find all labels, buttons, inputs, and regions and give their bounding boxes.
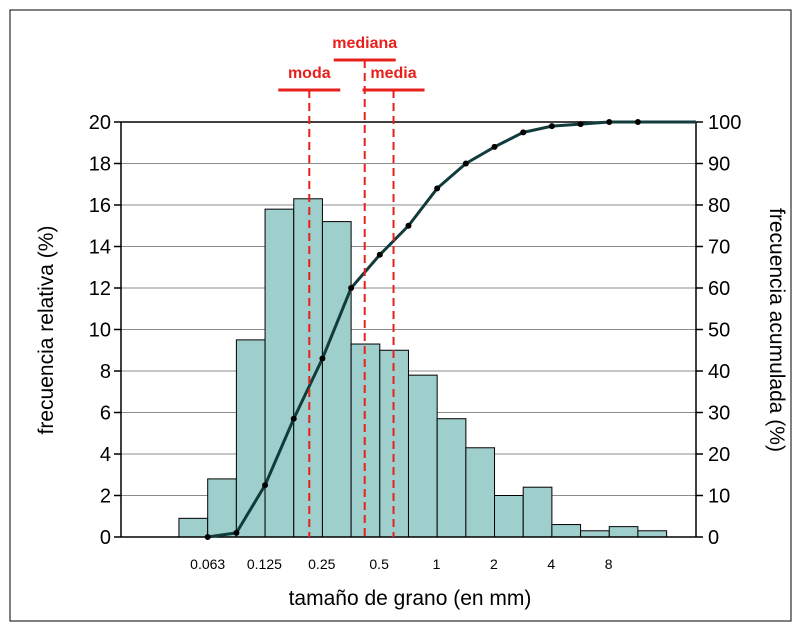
- tick-labels: 0246810121416182001020304050607080901000…: [89, 112, 742, 572]
- cumulative-point: [319, 355, 326, 362]
- histogram-bar: [436, 418, 467, 538]
- histogram-bar: [522, 486, 553, 538]
- y2-tick-label: 80: [708, 195, 730, 217]
- y2-tick-label: 100: [708, 112, 741, 134]
- histogram-bar: [637, 530, 668, 538]
- y-tick-label: 20: [89, 112, 111, 134]
- y-tick-label: 4: [100, 444, 111, 466]
- histogram-bar: [407, 374, 438, 538]
- x-tick-label: 0.125: [247, 556, 282, 572]
- y-tick-label: 16: [89, 195, 111, 217]
- grid-lines: [121, 163, 696, 496]
- y2-tick-label: 10: [708, 486, 730, 508]
- y2-tick-label: 0: [708, 527, 719, 549]
- y-tick-label: 6: [100, 403, 111, 425]
- mediana-label: mediana: [332, 35, 397, 52]
- x-axis-label: tamaño de grano (en mm): [289, 587, 532, 610]
- moda-label: moda: [288, 65, 331, 82]
- histogram-bar: [608, 526, 639, 538]
- cumulative-point: [462, 160, 469, 167]
- x-tick-label: 0.063: [190, 556, 225, 572]
- x-tick-label: 4: [547, 556, 555, 572]
- cumulative-point: [233, 529, 240, 536]
- cumulative-point: [606, 119, 613, 125]
- y-tick-label: 0: [100, 527, 111, 549]
- cumulative-point: [520, 129, 527, 136]
- x-tick-label: 1: [433, 556, 441, 572]
- x-tick-label: 0.5: [369, 556, 389, 572]
- y-axis-label: frecuencia relativa (%): [35, 226, 58, 435]
- y-tick-label: 18: [89, 154, 111, 176]
- cumulative-point: [405, 222, 412, 229]
- cumulative-point: [634, 119, 641, 125]
- cumulative-point: [491, 143, 498, 150]
- cumulative-point: [204, 534, 211, 540]
- histogram-bar: [580, 530, 610, 538]
- cumulative-point: [548, 123, 555, 130]
- histogram-bar: [551, 524, 582, 538]
- histogram-bar: [178, 517, 209, 538]
- histogram-bars: [178, 198, 668, 538]
- y-tick-label: 12: [89, 278, 111, 300]
- histogram-bar: [494, 495, 524, 538]
- y2-tick-label: 40: [708, 361, 730, 383]
- outer-border: [9, 9, 792, 622]
- cumulative-point: [290, 415, 297, 422]
- histogram-bar: [465, 447, 496, 538]
- x-tick-label: 0.25: [308, 556, 335, 572]
- y-tick-label: 8: [100, 361, 111, 383]
- cumulative-point: [262, 482, 269, 489]
- x-tick-label: 8: [605, 556, 613, 572]
- histogram-bar: [207, 478, 237, 538]
- media-label: media: [370, 65, 416, 82]
- cumulative-point: [434, 185, 441, 192]
- y2-tick-label: 30: [708, 403, 730, 425]
- histogram-bar: [321, 221, 352, 538]
- cumulative-series: [204, 119, 696, 540]
- y2-tick-label: 20: [708, 444, 730, 466]
- y-tick-label: 10: [89, 320, 111, 342]
- y2-tick-label: 70: [708, 237, 730, 259]
- y2-tick-label: 60: [708, 278, 730, 300]
- y2-tick-label: 90: [708, 154, 730, 176]
- cumulative-point: [577, 121, 584, 128]
- y-tick-label: 2: [100, 486, 111, 508]
- cumulative-point: [348, 285, 355, 291]
- y-tick-label: 14: [89, 237, 111, 259]
- histogram-bar: [264, 208, 295, 538]
- cumulative-point: [376, 251, 383, 258]
- y2-axis-label: frecuencia acumulada (%): [765, 208, 788, 452]
- x-tick-label: 2: [490, 556, 498, 572]
- y2-tick-label: 50: [708, 320, 730, 342]
